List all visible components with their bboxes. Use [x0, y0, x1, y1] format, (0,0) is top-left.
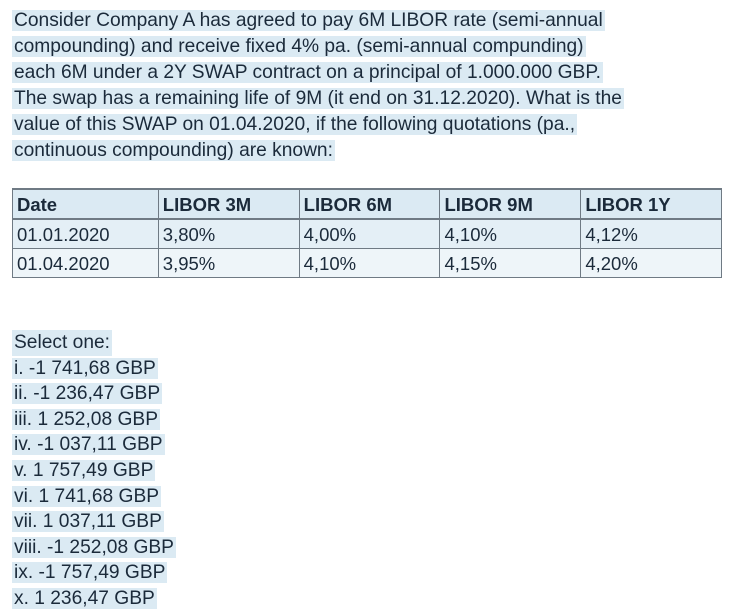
cell-libor-3m: 3,80% — [157, 218, 300, 249]
answer-section: Select one: i. -1 741,68 GBP ii. -1 236,… — [12, 330, 176, 612]
header-libor-6m: LIBOR 6M — [298, 188, 441, 220]
answer-option-ii[interactable]: ii. -1 236,47 GBP — [12, 383, 163, 405]
answer-option-viii[interactable]: viii. -1 252,08 GBP — [12, 536, 176, 558]
question-line: value of this SWAP on 01.04.2020, if the… — [12, 114, 578, 135]
question-line: The swap has a remaining life of 9M (it … — [12, 88, 624, 109]
header-libor-9m: LIBOR 9M — [439, 188, 582, 220]
cell-date: 01.01.2020 — [12, 218, 159, 249]
header-libor-1y: LIBOR 1Y — [580, 188, 722, 220]
cell-libor-6m: 4,10% — [298, 248, 441, 278]
answer-option-vi[interactable]: vi. 1 741,68 GBP — [12, 485, 162, 507]
cell-libor-9m: 4,10% — [439, 218, 582, 249]
answer-option-i[interactable]: i. -1 741,68 GBP — [12, 357, 158, 379]
answer-option-v[interactable]: v. 1 757,49 GBP — [12, 459, 156, 481]
question-line: continuous compounding) are known: — [12, 140, 335, 161]
answer-option-x[interactable]: x. 1 236,47 GBP — [12, 587, 157, 609]
table-row: 01.01.2020 3,80% 4,00% 4,10% 4,12% — [12, 218, 722, 249]
cell-libor-1y: 4,12% — [580, 218, 722, 249]
cell-libor-3m: 3,95% — [157, 248, 300, 278]
cell-libor-6m: 4,00% — [298, 218, 441, 249]
cell-date: 01.04.2020 — [12, 248, 159, 278]
header-date: Date — [12, 188, 159, 220]
header-libor-3m: LIBOR 3M — [157, 188, 300, 220]
libor-rates-table: Date LIBOR 3M LIBOR 6M LIBOR 9M LIBOR 1Y… — [12, 188, 722, 278]
question-line: compounding) and receive fixed 4% pa. (s… — [12, 36, 586, 57]
question-line: Consider Company A has agreed to pay 6M … — [12, 10, 605, 31]
answer-option-iv[interactable]: iv. -1 037,11 GBP — [12, 434, 165, 456]
table-header-row: Date LIBOR 3M LIBOR 6M LIBOR 9M LIBOR 1Y — [12, 188, 722, 220]
question-text: Consider Company A has agreed to pay 6M … — [12, 8, 740, 164]
table-row: 01.04.2020 3,95% 4,10% 4,15% 4,20% — [12, 248, 722, 278]
answer-option-ix[interactable]: ix. -1 757,49 GBP — [12, 562, 168, 584]
cell-libor-9m: 4,15% — [439, 248, 582, 278]
question-line: each 6M under a 2Y SWAP contract on a pr… — [12, 62, 604, 83]
answer-options: i. -1 741,68 GBP ii. -1 236,47 GBP iii. … — [12, 356, 176, 612]
answer-option-iii[interactable]: iii. 1 252,08 GBP — [12, 408, 160, 430]
cell-libor-1y: 4,20% — [580, 248, 722, 278]
answer-option-vii[interactable]: vii. 1 037,11 GBP — [12, 511, 164, 533]
select-one-prompt: Select one: — [12, 330, 113, 356]
